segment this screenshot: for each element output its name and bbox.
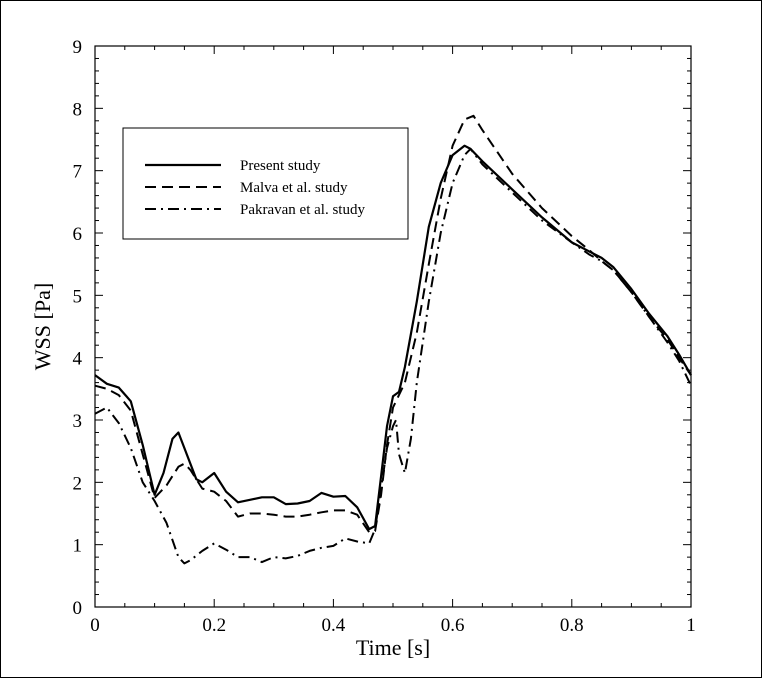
y-tick-label: 0 (73, 598, 83, 619)
y-tick-label: 7 (73, 162, 83, 183)
x-tick-label: 1 (686, 615, 696, 636)
x-tick-label: 0.8 (560, 615, 584, 636)
legend-label-2: Malva et al. study (240, 180, 348, 196)
legend-label-1: Present study (240, 158, 321, 174)
y-axis-label: WSS [Pa] (30, 283, 55, 370)
y-tick-label: 5 (73, 286, 83, 307)
y-tick-label: 2 (73, 473, 83, 494)
legend-box (122, 127, 409, 240)
x-tick-label: 0.6 (441, 615, 465, 636)
legend: Present study Malva et al. study Pakravan … (122, 127, 409, 240)
axis-ticks: 0 0.2 0.4 0.6 0.8 1 0 1 2 3 4 5 6 7 8 9 (73, 37, 696, 636)
series-line-2 (94, 114, 692, 534)
series-lines (94, 114, 692, 565)
y-tick-label: 1 (73, 536, 83, 557)
x-tick-label: 0 (90, 615, 100, 636)
y-tick-label: 3 (73, 411, 83, 432)
y-tick-label: 9 (73, 37, 83, 58)
x-axis-label: Time [s] (356, 635, 430, 660)
y-tick-label: 8 (73, 99, 83, 120)
x-tick-label: 0.2 (202, 615, 226, 636)
y-tick-label: 6 (73, 224, 83, 245)
x-tick-label: 0.4 (322, 615, 346, 636)
y-tick-label: 4 (73, 349, 83, 370)
legend-label-3: Pakravan et al. study (240, 202, 365, 218)
series-line-3 (94, 147, 692, 565)
